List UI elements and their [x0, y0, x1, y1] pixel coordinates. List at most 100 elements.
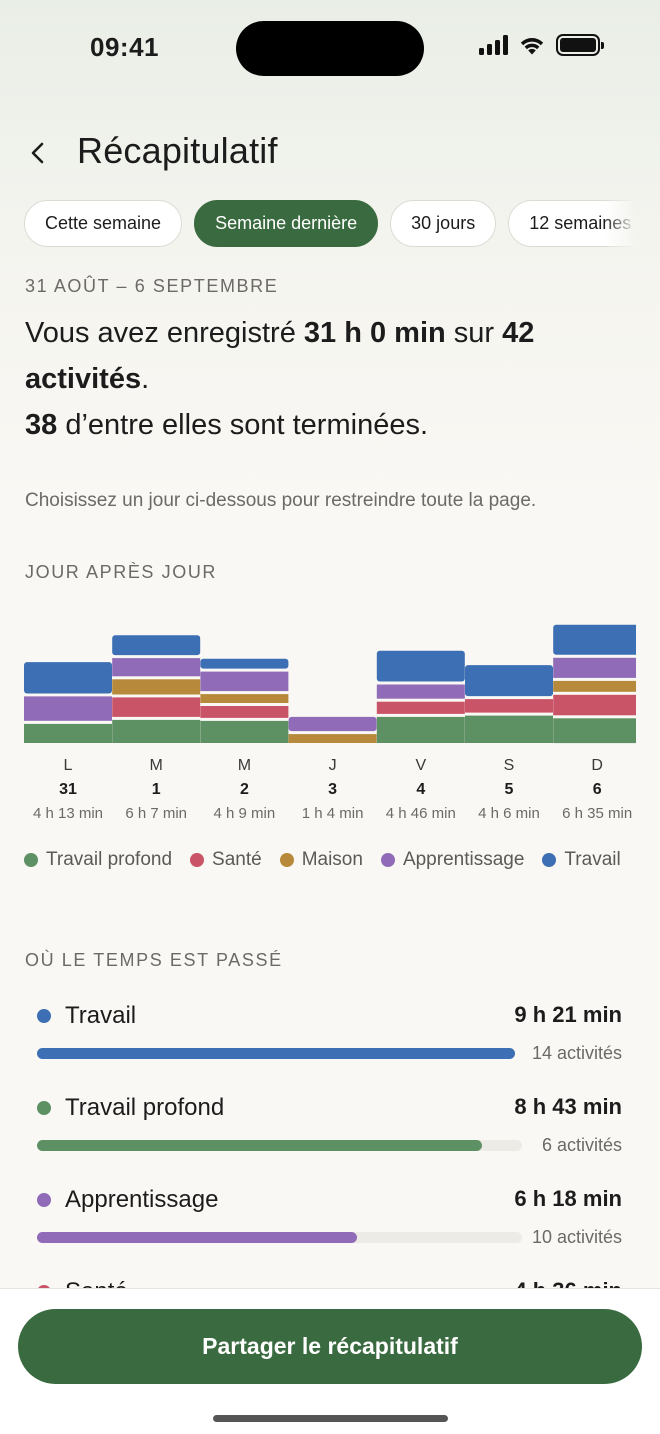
date-range-label: 31 AOÛT – 6 SEPTEMBRE: [25, 276, 279, 296]
day-number: 4: [416, 781, 426, 798]
page-title: Récapitulatif: [77, 130, 278, 171]
bar-segment-sante-2[interactable]: [200, 706, 289, 718]
day-number: 2: [239, 781, 249, 798]
day-column-6[interactable]: D 6 6 h 35 min: [553, 754, 641, 826]
legend-item-maison: Maison: [279, 848, 363, 872]
legend-label: Maison: [301, 849, 363, 870]
day-duration: 4 h 9 min: [213, 805, 276, 822]
bar-segment-maison-3[interactable]: [288, 734, 377, 743]
chevron-left-icon: [31, 142, 44, 164]
day-letter: J: [328, 757, 337, 774]
summary-part-1: Vous avez enregistré: [25, 317, 304, 349]
day-column-1[interactable]: M 1 6 h 7 min: [112, 754, 200, 826]
legend-item-sante: Santé: [190, 848, 262, 872]
day-letter: M: [149, 757, 163, 774]
day-column-3[interactable]: J 3 1 h 4 min: [289, 754, 377, 826]
bar-segment-maison-2[interactable]: [200, 694, 289, 703]
day-letter: S: [503, 757, 515, 774]
bar-segment-travail-0[interactable]: [24, 662, 112, 694]
day-number: 3: [328, 781, 338, 798]
bar-segment-apprentissage-1[interactable]: [112, 658, 201, 677]
category-activity-count: 10 activités: [531, 1227, 622, 1247]
summary-part-5: d’entre elles sont terminées.: [57, 409, 429, 441]
header: Récapitulatif: [0, 128, 660, 182]
chart-legend: Travail profond Santé Maison Apprentissa…: [24, 848, 624, 872]
legend-item-travail: Travail: [542, 848, 621, 872]
day-number: 1: [151, 781, 161, 798]
category-activity-count: 14 activités: [531, 1043, 622, 1063]
category-time: 6 h 18 min: [514, 1186, 622, 1211]
category-row-travail[interactable]: Travail 9 h 21 min 14 activités: [37, 996, 622, 1088]
home-indicator: [213, 1415, 448, 1422]
summary-activity-count: 42: [502, 317, 535, 349]
status-bar: 09:41: [0, 0, 660, 96]
bar-segment-travail_profond-4[interactable]: [376, 716, 465, 743]
legend-dot: [380, 853, 395, 867]
day-duration: 4 h 46 min: [385, 805, 456, 822]
legend-label: Travail profond: [46, 849, 173, 870]
day-column-4[interactable]: V 4 4 h 46 min: [377, 754, 465, 826]
bar-segment-sante-6[interactable]: [553, 694, 636, 716]
bar-segment-apprentissage-2[interactable]: [200, 671, 289, 692]
day-duration: 6 h 7 min: [125, 805, 188, 822]
day-column-0[interactable]: L 31 4 h 13 min: [24, 754, 112, 826]
category-time: 8 h 43 min: [514, 1094, 622, 1119]
legend-label: Apprentissage: [402, 849, 525, 870]
day-letter: D: [591, 757, 603, 774]
day-duration: 4 h 13 min: [32, 805, 104, 822]
category-dot: [37, 1101, 51, 1115]
chip-this-week[interactable]: Cette semaine: [24, 200, 183, 247]
back-button[interactable]: [22, 134, 56, 174]
bar-segment-travail-5[interactable]: [465, 665, 553, 697]
bar-segment-travail_profond-1[interactable]: [112, 719, 201, 743]
battery-icon: [556, 34, 604, 56]
share-summary-button[interactable]: Partager le récapitulatif: [18, 1309, 642, 1384]
chip-12-weeks[interactable]: 12 semaines: [508, 200, 653, 247]
wifi-icon: [520, 38, 544, 55]
day-column-5[interactable]: S 5 4 h 6 min: [465, 754, 553, 826]
day-column-2[interactable]: M 2 4 h 9 min: [200, 754, 288, 826]
day-section-title: JOUR APRÈS JOUR: [25, 562, 218, 582]
legend-label: Travail: [564, 849, 621, 870]
category-progress-track: [37, 1232, 522, 1243]
bar-segment-apprentissage-3[interactable]: [288, 716, 377, 732]
day-letter: V: [415, 757, 427, 774]
bar-segment-travail_profond-6[interactable]: [553, 718, 636, 744]
bar-segment-travail_profond-0[interactable]: [24, 723, 112, 743]
cellular-signal-icon: [479, 35, 508, 55]
bar-segment-travail-2[interactable]: [200, 658, 289, 669]
bar-segment-sante-1[interactable]: [112, 697, 201, 717]
chip-30-days[interactable]: 30 jours: [390, 200, 497, 247]
legend-item-travail-profond: Travail profond: [24, 848, 172, 872]
bar-segment-travail-1[interactable]: [112, 635, 201, 656]
bar-segment-travail-6[interactable]: [553, 624, 636, 655]
category-row-apprentissage[interactable]: Apprentissage 6 h 18 min 10 activités: [37, 1180, 622, 1272]
chip-last-week[interactable]: Semaine dernière: [194, 200, 379, 247]
bar-segment-travail_profond-5[interactable]: [465, 715, 553, 743]
category-row-travail_profond[interactable]: Travail profond 8 h 43 min 6 activités: [37, 1088, 622, 1180]
summary-period: .: [141, 363, 150, 395]
bar-segment-sante-4[interactable]: [376, 701, 465, 714]
bar-segment-maison-6[interactable]: [553, 680, 636, 692]
legend-label: Santé: [212, 849, 262, 870]
day-number: 6: [592, 781, 602, 798]
summary-total-time: 31 h 0 min: [303, 317, 446, 349]
bar-segment-apprentissage-4[interactable]: [376, 684, 465, 699]
daily-stacked-bar-chart: L 31 4 h 13 min M 1 6 h 7 min M 2 4 h 9 min J 3 1 h…: [24, 596, 636, 826]
summary-completed-count: 38: [25, 409, 58, 441]
bar-segment-maison-1[interactable]: [112, 679, 201, 695]
category-progress-fill: [37, 1232, 357, 1243]
bar-segment-apprentissage-0[interactable]: [24, 696, 112, 721]
legend-dot: [24, 853, 38, 867]
day-duration: 1 h 4 min: [301, 805, 364, 822]
bar-segment-travail_profond-2[interactable]: [200, 720, 289, 743]
bar-segment-travail-4[interactable]: [376, 650, 465, 682]
category-name: Travail profond: [65, 1094, 225, 1121]
period-filter-chips: Cette semaine Semaine dernière 30 jours …: [24, 200, 660, 248]
status-icons: [479, 34, 604, 56]
bar-segment-sante-5[interactable]: [465, 699, 553, 713]
where-section-title: OÙ LE TEMPS EST PASSÉ: [25, 950, 283, 970]
bar-segment-apprentissage-6[interactable]: [553, 657, 636, 678]
day-number: 31: [59, 781, 77, 798]
legend-dot: [190, 853, 205, 867]
